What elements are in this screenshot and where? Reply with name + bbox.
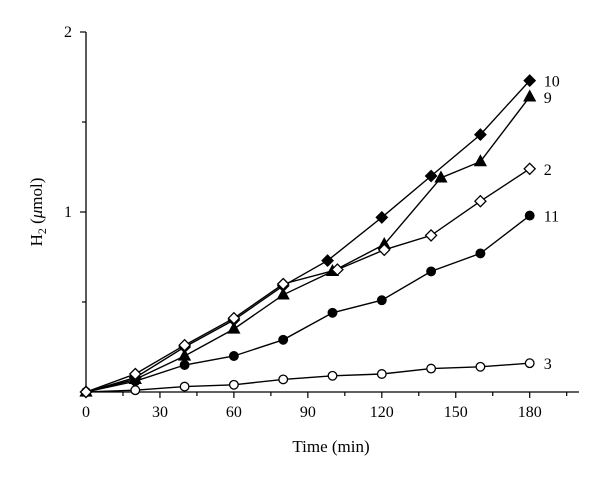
series-label-11: 11 <box>544 209 559 226</box>
series-markers-3 <box>81 358 535 397</box>
series-markers-9 <box>79 89 537 397</box>
data-point <box>321 254 334 268</box>
y-axis-title-sub: 2 <box>35 228 49 234</box>
data-point <box>179 360 190 370</box>
data-point <box>523 162 537 176</box>
data-point <box>128 367 142 381</box>
y-axis-title-main: H <box>27 234 46 246</box>
data-point <box>79 385 93 399</box>
data-point <box>473 128 487 142</box>
data-point <box>524 358 535 369</box>
data-point <box>377 243 391 257</box>
y-tick-label: 1 <box>64 204 72 221</box>
data-point <box>523 89 537 102</box>
series-markers-2 <box>79 162 537 399</box>
x-tick-label: 150 <box>444 404 468 421</box>
data-point <box>426 363 437 374</box>
y-tick-label: 2 <box>64 24 72 41</box>
y-axis-title-open: ( <box>27 218 46 228</box>
x-tick-label: 0 <box>82 404 90 421</box>
data-point <box>227 311 241 325</box>
data-point <box>426 266 437 277</box>
data-point <box>424 169 438 183</box>
data-point <box>228 379 239 390</box>
data-point <box>475 248 486 259</box>
data-point <box>278 374 289 385</box>
axes <box>85 32 579 393</box>
x-tick-label: 60 <box>226 404 242 421</box>
series-line-10 <box>85 80 531 393</box>
data-point <box>524 210 535 221</box>
data-point <box>227 321 241 334</box>
series-label-9: 9 <box>544 90 552 107</box>
series-line-9 <box>85 96 531 393</box>
data-point <box>376 369 387 379</box>
data-point <box>473 154 487 167</box>
data-point <box>276 277 290 291</box>
series-label-2: 2 <box>544 162 552 179</box>
series-line-11 <box>85 215 531 393</box>
y-axis-title-rest: mol) <box>27 178 46 210</box>
data-point <box>327 370 338 381</box>
data-point <box>424 228 438 242</box>
data-point <box>473 194 487 208</box>
series-labels: 109 2 11 3 <box>544 74 560 374</box>
x-axis-title: Time (min) <box>292 437 369 456</box>
series-markers-10 <box>79 74 537 399</box>
data-point <box>475 361 486 372</box>
data-point <box>434 170 448 183</box>
x-tick-label: 30 <box>152 404 168 421</box>
ticks: 0 30 60 90 120 150 180 1 2 <box>64 24 568 421</box>
data-point <box>375 210 389 224</box>
data-point <box>179 381 190 392</box>
series-line-3 <box>85 362 530 393</box>
series-markers-11 <box>81 210 535 397</box>
data-point <box>278 334 289 345</box>
x-tick-label: 120 <box>370 404 394 421</box>
data-point <box>130 385 141 396</box>
series-layer <box>79 74 537 399</box>
series-line-2 <box>85 168 531 393</box>
y-axis-title: H2 (μmol) <box>27 178 49 247</box>
y-axis-title-mu: μ <box>27 210 46 220</box>
data-point <box>376 295 387 306</box>
data-point <box>331 263 344 277</box>
series-label-10: 10 <box>544 74 560 91</box>
series-label-3: 3 <box>544 356 552 373</box>
data-point <box>228 351 239 361</box>
data-point <box>327 307 338 318</box>
data-point <box>178 338 192 352</box>
x-tick-label: 90 <box>300 404 316 421</box>
data-point <box>276 287 290 300</box>
x-tick-label: 180 <box>518 404 542 421</box>
data-point <box>523 74 537 88</box>
data-point <box>178 348 192 361</box>
